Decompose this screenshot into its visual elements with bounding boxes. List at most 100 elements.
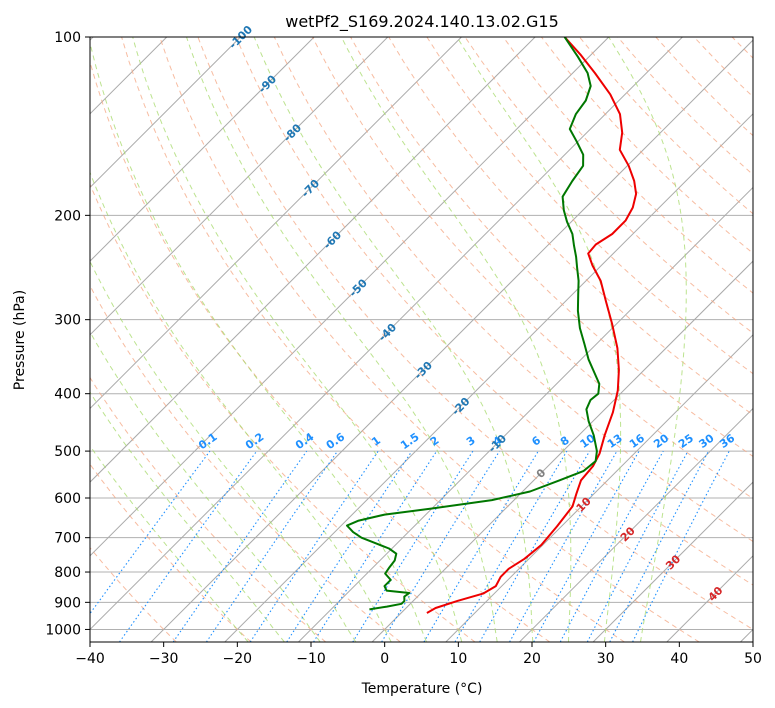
dry-adiabat-line [90,376,327,642]
x-tick-label: −30 [149,651,179,667]
reference-line-labels: 0.1 0.2 0.4 0.6 1 1.5 2 3 4 6 8 10 13 16 20 25 30 36-100-… [196,23,737,604]
isotherm-label: -30 [412,359,435,382]
isotherm-line [445,334,753,642]
x-tick-label: −10 [296,651,326,667]
y-tick-label: 300 [54,313,81,329]
mixing-ratio-line [205,450,338,642]
moist-adiabat-line [456,37,622,642]
dry-adiabat-line [90,284,401,642]
mixing-ratio-label: 36 [717,431,737,451]
mixing-ratio-line [559,450,664,642]
dry-adiabat-line [464,37,753,334]
dry-adiabat-line [197,37,753,630]
y-tick-label: 700 [54,531,81,547]
x-tick-label: 30 [597,651,615,667]
y-axis-ticks: 100 200 300 400 500 600 700 800 900 1000 [45,30,90,638]
isotherm-label: -70 [299,177,322,200]
isotherm-line [90,37,536,483]
dewpoint-profile-line [346,37,601,611]
mixing-ratio-label: 16 [627,431,647,451]
mixing-ratio-line [119,450,258,642]
x-tick-label: 50 [744,651,762,667]
isotherm-line [519,407,753,642]
mixing-ratio-label: 20 [651,431,671,451]
y-tick-label: 500 [54,444,81,460]
isotherm-label: 20 [618,524,638,544]
y-tick-label: 200 [54,208,81,224]
mixing-ratio-label: 3 [464,434,478,449]
isotherm-line [90,37,389,336]
y-tick-label: 1000 [45,622,81,638]
isotherm-label: -10 [486,432,509,455]
isotherm-line [592,481,753,642]
isotherm-line [150,39,753,642]
isotherm-line [90,37,241,189]
x-tick-label: 10 [449,651,467,667]
y-tick-label: 600 [54,491,81,507]
x-tick-label: 20 [523,651,541,667]
mixing-ratio-label: 2 [428,434,442,449]
mixing-ratio-line [381,450,500,642]
mixing-ratio-line [586,450,689,642]
dry-adiabat-line [90,546,177,642]
mixing-ratio-label: 6 [529,433,543,448]
mixing-ratio-label: 1 [369,434,383,449]
moist-adiabat-line [90,260,357,642]
mixing-ratio-line [249,450,379,642]
moist-adiabat-line [90,330,321,642]
x-tick-label: −20 [223,651,253,667]
mixing-ratio-line [423,450,539,642]
mixing-ratio-label: 25 [676,432,696,451]
y-tick-label: 400 [54,387,81,403]
mixing-ratio-line [509,450,618,642]
isotherm-line [224,113,753,642]
y-tick-label: 900 [54,595,81,611]
dry-adiabat-line [655,37,753,137]
dry-adiabat-line [273,37,753,543]
dry-adiabat-line [350,37,753,458]
isotherm-line [90,37,683,631]
mixing-ratio-line [286,450,413,642]
dry-adiabat-line [159,37,700,642]
isotherm-line [90,37,462,410]
y-tick-label: 100 [54,30,81,46]
dry-adiabat-line [502,37,753,294]
isotherm-label: -80 [281,121,304,144]
moist-adiabat-line [132,37,463,642]
moist-adiabat-line [186,37,498,642]
isotherm-line [90,37,610,557]
y-axis-label: Pressure (hPa) [12,290,28,390]
mixing-ratio-line [533,450,640,642]
mixing-ratio-label: 8 [558,434,572,449]
dry-adiabat-line [541,37,753,254]
dry-adiabat-line [121,37,625,642]
pressure-grid [90,36,753,630]
moist-adiabat-line [608,37,687,642]
mixing-ratio-line [90,450,211,615]
dry-adiabat-line [693,37,753,98]
temperature-profile-line [426,37,638,614]
mixing-ratio-label: 0.4 [293,430,317,452]
x-tick-label: 0 [380,651,389,667]
dry-adiabat-line [90,182,476,642]
isotherm-line [371,260,753,642]
x-axis-ticks: −40 −30 −20 −10 0 10 20 30 40 50 [75,642,762,667]
moist-adiabat-line [90,171,392,642]
isotherm-line [666,555,753,642]
moist-adiabat-line [90,40,427,642]
x-axis-label: Temperature (°C) [361,681,483,697]
mixing-ratio-line [632,450,730,642]
mixing-ratio-line [172,450,308,642]
isotherm-label: 40 [706,584,726,604]
isotherm-line [90,37,315,262]
isotherm-line [740,628,753,642]
mixing-ratio-label: 13 [605,431,625,450]
x-tick-label: −40 [75,651,105,667]
chart-title: wetPf2_S169.2024.140.13.02.G15 [285,12,559,32]
dry-adiabat-line [617,37,753,176]
plot-frame [89,36,754,643]
dry-adiabat-line [770,37,775,642]
dry-adiabat-line [90,463,252,642]
mixing-ratio-line [352,450,474,642]
moist-adiabat-line [90,445,249,642]
